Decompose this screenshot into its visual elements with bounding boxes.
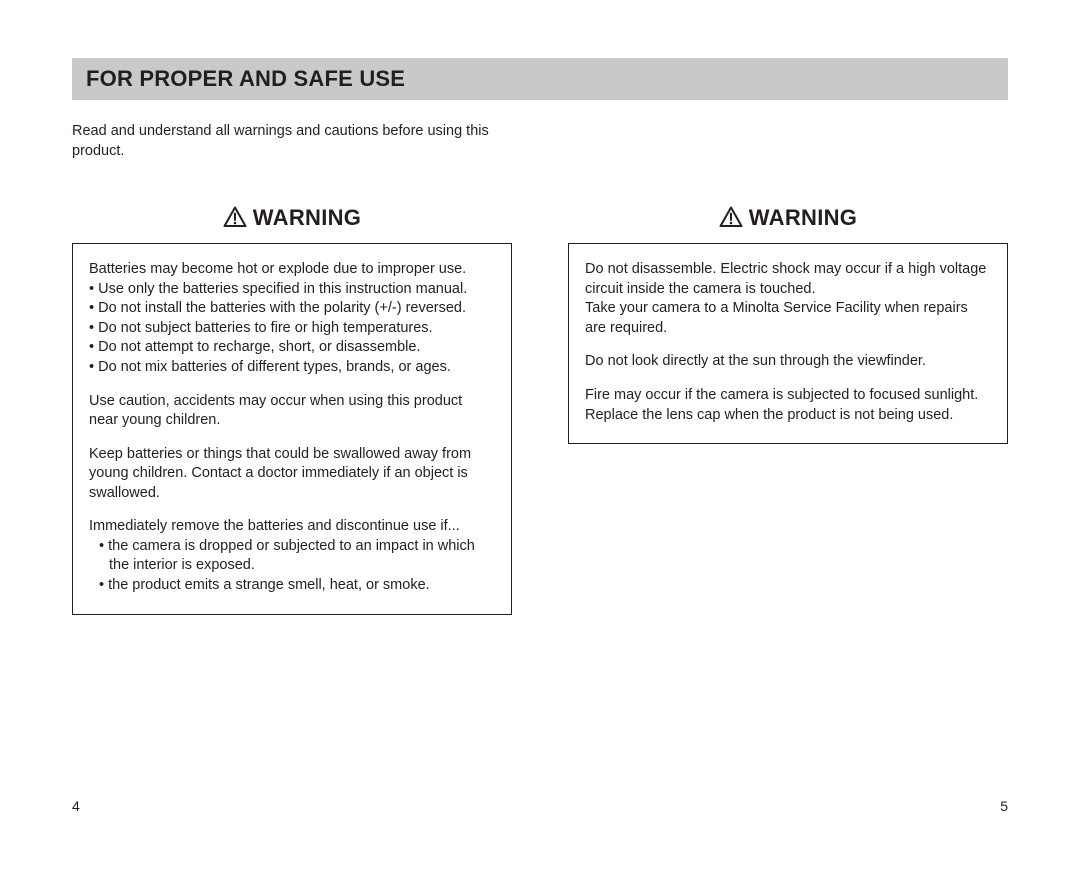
manual-page-spread: FOR PROPER AND SAFE USE Read and underst… (0, 0, 1080, 879)
warning-title-right: WARNING (749, 205, 857, 230)
bullet-item: • Do not mix batteries of different type… (89, 358, 495, 378)
warning-triangle-icon (223, 206, 247, 228)
page-number-right: 5 (1000, 798, 1008, 814)
bullet-item: • the camera is dropped or subjected to … (89, 537, 495, 576)
warning-text: Do not disassemble. Electric shock may o… (585, 260, 991, 299)
warning-box-right: Do not disassemble. Electric shock may o… (568, 243, 1008, 444)
bullet-item: • Do not attempt to recharge, short, or … (89, 338, 495, 358)
warning-text: Take your camera to a Minolta Service Fa… (585, 299, 991, 338)
warning-text: Batteries may become hot or explode due … (89, 260, 495, 280)
right-column: WARNING Do not disassemble. Electric sho… (568, 205, 1008, 614)
page-number-left: 4 (72, 798, 80, 814)
section-heading-bar: FOR PROPER AND SAFE USE (72, 58, 1008, 100)
bullet-list: • Use only the batteries specified in th… (89, 280, 495, 378)
bullet-item: • Do not install the batteries with the … (89, 299, 495, 319)
warning-text: Do not look directly at the sun through … (585, 352, 991, 372)
warning-triangle-icon (719, 206, 743, 228)
warning-text: Use caution, accidents may occur when us… (89, 392, 495, 431)
two-column-layout: WARNING Batteries may become hot or expl… (72, 205, 1008, 614)
bullet-list: • the camera is dropped or subjected to … (89, 537, 495, 596)
warning-text: Immediately remove the batteries and dis… (89, 517, 495, 537)
intro-text: Read and understand all warnings and cau… (72, 122, 512, 161)
warning-title-left: WARNING (253, 205, 361, 230)
warning-text: Keep batteries or things that could be s… (89, 445, 495, 504)
bullet-item: • Do not subject batteries to fire or hi… (89, 319, 495, 339)
section-heading: FOR PROPER AND SAFE USE (86, 66, 994, 92)
warning-header-left: WARNING (72, 205, 512, 231)
warning-text: Fire may occur if the camera is subjecte… (585, 386, 991, 425)
bullet-item: • the product emits a strange smell, hea… (89, 576, 495, 596)
left-column: WARNING Batteries may become hot or expl… (72, 205, 512, 614)
warning-box-left: Batteries may become hot or explode due … (72, 243, 512, 614)
bullet-item: • Use only the batteries specified in th… (89, 280, 495, 300)
warning-header-right: WARNING (568, 205, 1008, 231)
